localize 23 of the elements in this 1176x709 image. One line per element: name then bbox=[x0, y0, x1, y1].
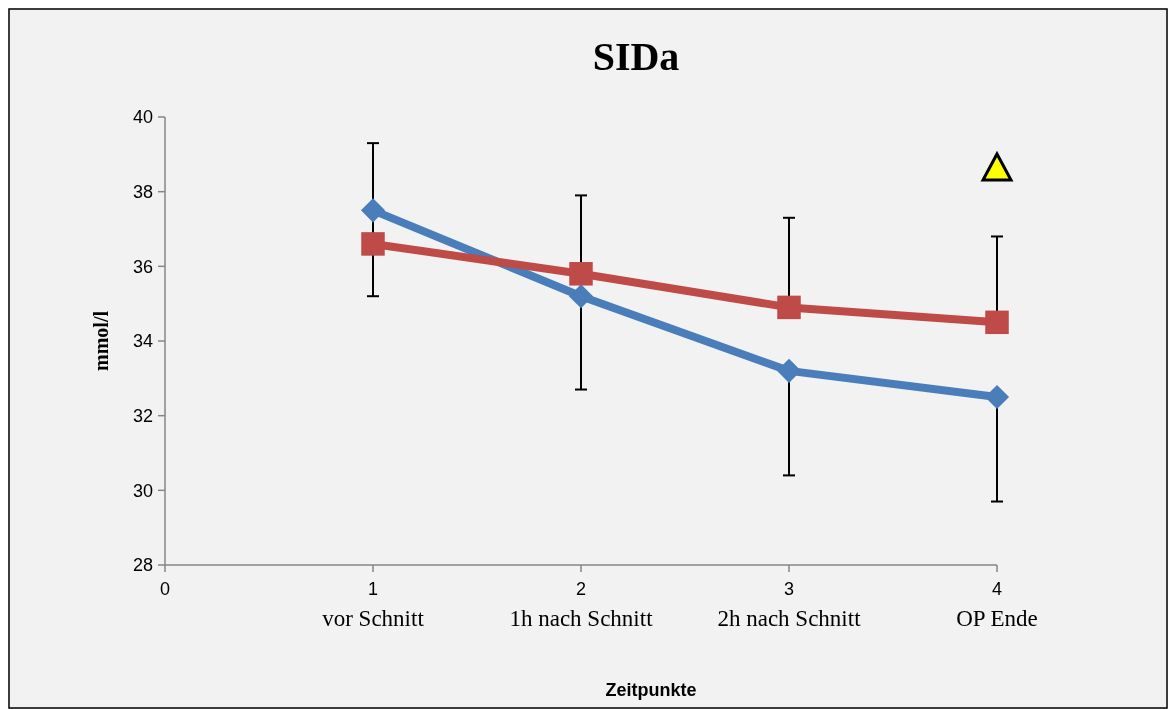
point bbox=[569, 262, 593, 286]
x-tick-label: 3 2h nach Schnitt bbox=[717, 579, 862, 631]
x-tick-label: 0 bbox=[159, 579, 171, 599]
point bbox=[777, 359, 801, 383]
chart-title: SIDa bbox=[592, 34, 680, 79]
x-tick-label: 4 OP Ende bbox=[956, 579, 1038, 631]
y-tick-label: 40 bbox=[132, 107, 153, 128]
x-tick-label: 1 vor Schnitt bbox=[322, 579, 425, 631]
point bbox=[985, 310, 1009, 335]
point bbox=[985, 385, 1009, 409]
y-axis-title: mmol/l bbox=[90, 310, 112, 371]
point bbox=[777, 295, 801, 320]
y-tick-label: 30 bbox=[132, 480, 153, 501]
point bbox=[361, 198, 385, 223]
y-tick-label: 36 bbox=[132, 256, 153, 277]
y-tick-label: 32 bbox=[132, 405, 153, 426]
y-tick-label: 28 bbox=[132, 555, 153, 576]
y-tick-label: 34 bbox=[132, 331, 153, 352]
point bbox=[361, 232, 385, 256]
point bbox=[569, 284, 593, 308]
x-tick-label: 2 1h nach Schnitt bbox=[509, 579, 654, 631]
y-tick-label: 38 bbox=[132, 181, 153, 202]
x-axis-title: Zeitpunkte bbox=[605, 680, 697, 700]
